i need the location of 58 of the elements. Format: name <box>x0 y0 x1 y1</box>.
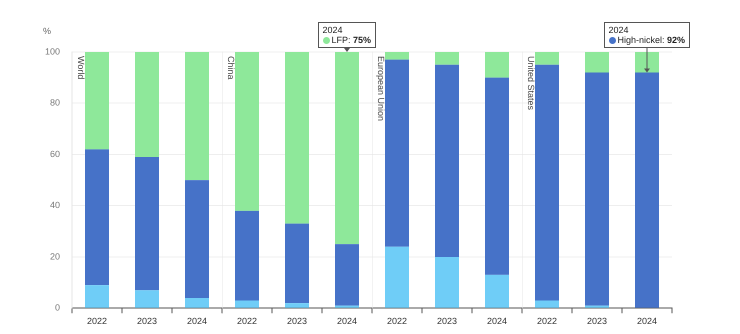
x-tick-label: 2023 <box>436 316 458 326</box>
annotation: 2024 High-nickel: 92% <box>608 25 686 45</box>
bar <box>185 52 209 180</box>
text: China <box>226 56 236 80</box>
y-tick-label: 80 <box>50 98 60 108</box>
y-tick-label: 20 <box>50 251 60 262</box>
bar <box>435 64 459 257</box>
bar <box>485 52 509 78</box>
bar <box>585 52 609 72</box>
bar <box>385 52 409 60</box>
bar <box>435 256 459 308</box>
bar <box>135 157 159 290</box>
bar <box>335 244 359 306</box>
y-tick-label: 0 <box>54 302 60 313</box>
y-tick-label: 40 <box>50 200 60 210</box>
x-tick-label: 2022 <box>86 316 108 326</box>
x-tick-label: 2022 <box>236 316 258 326</box>
x-tick-label: 2024 <box>486 316 508 326</box>
bar <box>235 52 259 211</box>
bar <box>85 149 109 286</box>
bar <box>285 52 309 224</box>
bar <box>385 246 409 308</box>
bar <box>85 52 109 150</box>
bar <box>485 78 509 275</box>
bar <box>635 72 659 308</box>
text: United States <box>526 56 536 111</box>
x-tick-label: 2022 <box>536 316 558 326</box>
bar <box>585 72 609 306</box>
bar <box>85 285 109 308</box>
bar <box>535 64 559 301</box>
bar <box>535 52 559 65</box>
bar <box>535 300 559 308</box>
x-tick-label: 2023 <box>136 316 158 326</box>
bar <box>285 224 309 304</box>
x-tick-label: 2024 <box>636 316 658 326</box>
x-tick-label: 2023 <box>586 316 608 326</box>
bar <box>635 52 659 72</box>
x-tick-label: 2024 <box>336 316 358 326</box>
bar <box>385 60 409 247</box>
bar <box>335 52 359 244</box>
y-axis-title: % <box>42 26 52 36</box>
bar <box>135 52 159 158</box>
x-tick-label: 2024 <box>186 316 208 326</box>
text: European Union <box>376 56 386 122</box>
bar <box>235 300 259 308</box>
x-tick-label: 2022 <box>386 316 408 326</box>
text: World <box>76 56 86 80</box>
bar <box>285 303 309 308</box>
bar <box>135 290 159 308</box>
bar <box>185 298 209 308</box>
x-tick-label: 2023 <box>286 316 308 326</box>
bar <box>435 52 459 65</box>
bar <box>185 180 209 298</box>
y-tick-label: 100 <box>44 46 60 56</box>
bar <box>235 210 259 301</box>
bar <box>485 274 509 308</box>
y-tick-label: 60 <box>50 148 60 159</box>
annotation: 2024 LFP: 75% <box>322 25 372 45</box>
